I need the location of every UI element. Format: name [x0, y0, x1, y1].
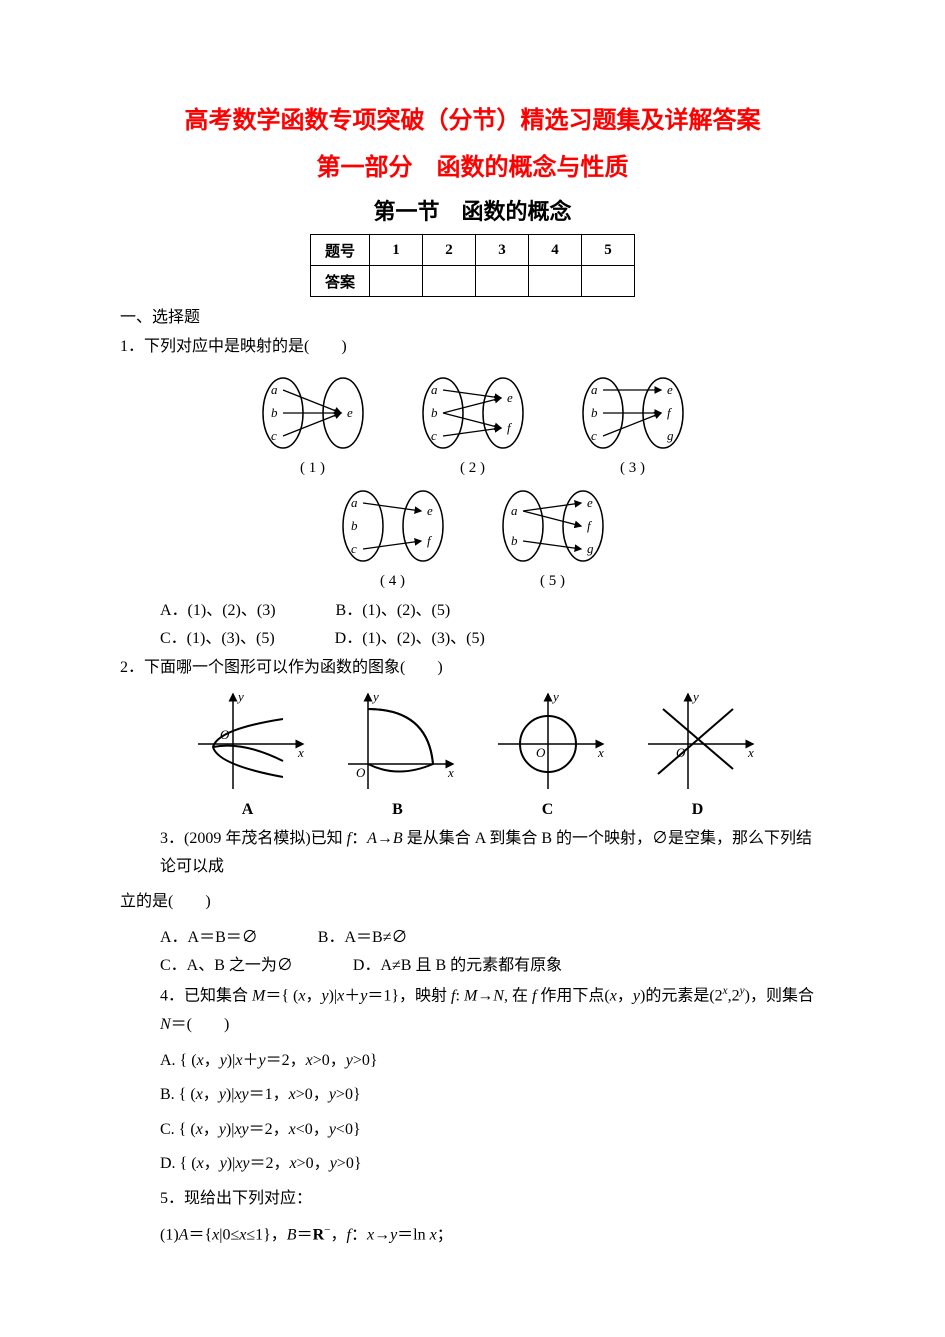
q4-option-c: C. { (x，y)|xy＝2，x<0，y<0} — [120, 1115, 825, 1145]
mapping-diagram: abc e — [248, 368, 378, 458]
q1-option-c: C．(1)、(3)、(5) — [160, 624, 275, 648]
q3-option-d: D．A≠B 且 B 的元素都有原象 — [353, 951, 562, 975]
table-cell — [582, 266, 635, 297]
svg-text:g: g — [667, 428, 674, 443]
q1-option-b: B．(1)、(2)、(5) — [336, 596, 451, 620]
graph-b: x y O — [338, 689, 458, 799]
answer-table: 题号 1 2 3 4 5 答案 — [310, 234, 635, 297]
mapping-label: ( 2 ) — [408, 460, 538, 477]
q1-diagram-row1: abce( 1 )abcef( 2 )abcefg( 3 ) abcef( 4 … — [120, 368, 825, 590]
mapping-diagram: abc efg — [568, 368, 698, 458]
q3-option-c: C．A、B 之一为∅ — [160, 951, 293, 975]
table-cell — [529, 266, 582, 297]
question-3-stem: 3．(2009 年茂名模拟)已知 f：A→B 是从集合 A 到集合 B 的一个映… — [120, 825, 825, 883]
svg-text:f: f — [667, 405, 673, 420]
svg-text:c: c — [591, 428, 597, 443]
q3-option-a: A．A＝B＝∅ — [160, 923, 258, 947]
svg-text:b: b — [271, 405, 278, 420]
mapping-diagram: ab efg — [488, 481, 618, 571]
doc-title-3: 第一节 函数的概念 — [120, 194, 825, 226]
svg-text:e: e — [507, 390, 513, 405]
svg-text:c: c — [271, 428, 277, 443]
svg-text:O: O — [536, 745, 546, 760]
svg-text:f: f — [507, 420, 513, 435]
svg-text:a: a — [351, 495, 358, 510]
q4-option-d: D. { (x，y)|xy＝2，x>0，y>0} — [120, 1149, 825, 1179]
svg-text:f: f — [427, 533, 433, 548]
svg-text:O: O — [356, 765, 366, 780]
table-header: 2 — [423, 235, 476, 266]
svg-text:x: x — [447, 765, 454, 780]
graph-a: x y O — [188, 689, 308, 799]
svg-text:c: c — [431, 428, 437, 443]
table-header: 4 — [529, 235, 582, 266]
mapping-label: ( 5 ) — [488, 573, 618, 590]
svg-text:b: b — [431, 405, 438, 420]
svg-text:y: y — [551, 689, 559, 704]
mapping-diagram: abc ef — [328, 481, 458, 571]
q4-option-a: A. { (x，y)|x＋y＝2，x>0，y>0} — [120, 1046, 825, 1076]
svg-text:e: e — [667, 382, 673, 397]
svg-text:a: a — [591, 382, 598, 397]
table-row-label: 答案 — [310, 266, 369, 297]
table-header: 题号 — [310, 235, 369, 266]
question-5-item1: (1)A＝{x|0≤x≤1}，B＝R−，f：x→y＝ln x； — [120, 1220, 825, 1250]
svg-text:a: a — [271, 382, 278, 397]
mapping-label: ( 3 ) — [568, 460, 698, 477]
table-cell — [423, 266, 476, 297]
graph-c-label: C — [488, 801, 608, 819]
mapping-label: ( 1 ) — [248, 460, 378, 477]
graph-a-label: A — [188, 801, 308, 819]
table-cell — [370, 266, 423, 297]
q1-option-d: D．(1)、(2)、(3)、(5) — [335, 624, 485, 648]
svg-text:b: b — [591, 405, 598, 420]
svg-text:c: c — [351, 541, 357, 556]
doc-title-2: 第一部分 函数的概念与性质 — [120, 147, 825, 182]
svg-text:y: y — [371, 689, 379, 704]
table-header: 3 — [476, 235, 529, 266]
question-4-stem: 4．已知集合 M＝{ (x，y)|x＋y＝1}，映射 f: M→N, 在 f 作… — [120, 981, 825, 1040]
q1-option-a: A．(1)、(2)、(3) — [160, 596, 276, 620]
section-heading: 一、选择题 — [120, 303, 825, 327]
q3-option-b: B．A＝B≠∅ — [318, 923, 408, 947]
svg-text:e: e — [347, 405, 353, 420]
svg-text:f: f — [587, 518, 593, 533]
svg-text:y: y — [236, 689, 244, 704]
svg-text:e: e — [587, 495, 593, 510]
table-cell — [476, 266, 529, 297]
svg-text:g: g — [587, 541, 594, 556]
svg-text:a: a — [431, 382, 438, 397]
svg-text:e: e — [427, 503, 433, 518]
svg-text:x: x — [297, 745, 304, 760]
graph-b-label: B — [338, 801, 458, 819]
svg-text:b: b — [351, 518, 358, 533]
svg-text:x: x — [597, 745, 604, 760]
table-header: 5 — [582, 235, 635, 266]
q2-diagrams: x y O A x y O — [120, 689, 825, 819]
question-2-stem: 2．下面哪一个图形可以作为函数的图象( ) — [120, 654, 825, 683]
table-header: 1 — [370, 235, 423, 266]
svg-text:b: b — [511, 533, 518, 548]
question-1-stem: 1．下列对应中是映射的是( ) — [120, 333, 825, 362]
question-5-stem: 5．现给出下列对应： — [120, 1185, 825, 1214]
graph-d: x y O — [638, 689, 758, 799]
doc-title-1: 高考数学函数专项突破（分节）精选习题集及详解答案 — [120, 100, 825, 135]
svg-text:x: x — [747, 745, 754, 760]
svg-text:a: a — [511, 503, 518, 518]
svg-text:y: y — [691, 689, 699, 704]
q4-option-b: B. { (x，y)|xy＝1，x>0，y>0} — [120, 1080, 825, 1110]
mapping-diagram: abc ef — [408, 368, 538, 458]
graph-c: x y O — [488, 689, 608, 799]
mapping-label: ( 4 ) — [328, 573, 458, 590]
graph-d-label: D — [638, 801, 758, 819]
question-3-stem-end: 立的是( ) — [120, 888, 825, 917]
